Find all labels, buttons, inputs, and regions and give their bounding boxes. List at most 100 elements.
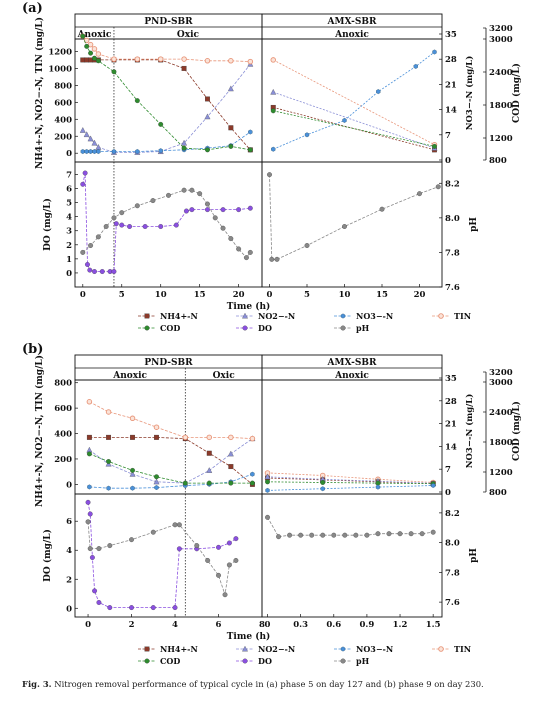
pnd-upper-tin-point	[91, 46, 98, 52]
pnd-upper-cod-point	[181, 145, 187, 151]
pnd-upper-nh4-n-point	[154, 434, 159, 440]
caption-label: Fig. 3.	[22, 679, 52, 689]
cod-axis-tick-label: 1200	[489, 134, 513, 144]
pnd-lower-ph-point	[247, 249, 253, 255]
pnd-upper-cod-line	[89, 453, 253, 484]
pnd-lower-do-point	[85, 499, 91, 505]
pnd-upper-nh4-n-line	[82, 59, 251, 151]
pnd-x-axis-tick-label: 20	[233, 290, 245, 300]
amx-lower-ph-point	[298, 532, 304, 538]
pnd-upper-no2-n-point	[79, 127, 86, 133]
amx-upper-no2-n-point	[270, 88, 277, 95]
pnd-lower-ph-point	[129, 537, 134, 543]
amx-anoxic-label: Anoxic	[334, 30, 369, 40]
pnd-upper-no3-n-point	[130, 485, 135, 491]
pnd-lower-ph-point	[205, 201, 210, 207]
legend-no3-n-marker	[340, 313, 346, 319]
amx-lower-ph-point	[274, 256, 280, 262]
pnd-x-axis-tick-label: 0	[80, 290, 86, 300]
do-axis-tick-label: 2	[66, 575, 72, 585]
pnd-upper-no2-n-point	[227, 85, 234, 92]
y-axis-label-do: DO (mg/L)	[42, 529, 53, 582]
no3-axis-tick-label: 0	[445, 156, 451, 166]
pnd-lower-do-point	[247, 205, 253, 211]
pnd-upper-no3-n-point	[92, 149, 97, 154]
legend-tin-label: TIN	[454, 644, 471, 654]
y-axis-label-do: DO (mg/L)	[42, 198, 53, 251]
legend-ph-marker	[340, 325, 346, 331]
amx-upper-cod-point	[320, 480, 326, 485]
amx-lower-ph-point	[397, 531, 403, 537]
pnd-lower-ph-point	[80, 249, 86, 255]
amx-upper-no2-n-point	[264, 473, 271, 480]
amx-lower-frame	[261, 493, 443, 618]
pnd-upper-tin-point	[157, 56, 164, 62]
pnd-lower-ph-line	[87, 521, 237, 595]
y-axis-label-ph: pH	[469, 548, 479, 563]
pnd-upper-nh4-n-point	[106, 434, 112, 440]
pnd-lower-ph-point	[88, 243, 94, 248]
pnd-upper-nh4-n-point	[130, 434, 135, 440]
pnd-lower-ph-point	[87, 546, 93, 552]
pnd-lower-ph-point	[205, 558, 211, 563]
oxic-label: Oxic	[213, 371, 236, 381]
amx-lower-ph-point	[320, 532, 326, 538]
pnd-upper-cod-point	[84, 43, 90, 49]
amx-upper-tin-line	[273, 59, 435, 146]
legend-do-label: DO	[258, 656, 272, 666]
no3-axis-tick-label: 28	[445, 397, 457, 407]
no3-axis-tick-label: 0	[445, 488, 451, 498]
do-axis-tick-label: 4	[66, 546, 72, 556]
amx-lower-ph-point	[276, 534, 282, 540]
pnd-upper-no3-n-point	[88, 149, 93, 154]
pnd-lower-do-point	[183, 208, 189, 214]
y-axis-label-cod: COD (mg/L)	[511, 401, 522, 461]
amx-lower-ph-point	[419, 531, 425, 537]
pnd-lower-do-point	[113, 221, 119, 227]
cod-axis-tick-label: 1800	[489, 438, 513, 448]
legend-no3-n-marker	[340, 646, 346, 652]
pnd-upper-no2-n-point	[227, 450, 234, 457]
pnd-upper-y-tick-label: 1200	[48, 47, 72, 57]
pnd-upper-cod-point	[182, 480, 188, 486]
amx-lower-ph-point	[379, 206, 385, 212]
amx-lower-ph-point	[342, 532, 348, 538]
pnd-lower-do-point	[233, 536, 239, 542]
legend-nh4-n-marker	[144, 313, 150, 319]
pnd-upper-cod-point	[249, 480, 255, 486]
pnd-title: PND-SBR	[144, 358, 193, 368]
amx-x-axis-tick-label: 5	[304, 290, 310, 300]
amx-upper-no3-n-line	[267, 485, 434, 491]
pnd-lower-ph-point	[194, 543, 200, 549]
cod-axis-tick-label: 800	[489, 156, 507, 166]
y-axis-label-ph: pH	[469, 217, 479, 232]
do-axis-tick-label: 1	[66, 255, 72, 265]
pnd-upper-no2-n-point	[91, 139, 98, 146]
no3-axis-tick-label: 35	[445, 30, 457, 40]
amx-upper-no3-n-point	[375, 484, 381, 490]
pnd-upper-no3-n-point	[96, 149, 101, 154]
pnd-lower-ph-point	[197, 191, 203, 197]
pnd-upper-cod-point	[130, 467, 135, 473]
legend-do-label: DO	[258, 323, 272, 333]
pnd-lower-ph-point	[243, 255, 249, 261]
amx-upper-no3-n-point	[432, 49, 437, 55]
amx-x-axis-tick-label: 0	[265, 620, 271, 630]
do-axis-tick-label: 4	[66, 213, 72, 223]
pnd-lower-ph-point	[119, 210, 125, 216]
amx-x-axis-tick-label: 0	[267, 290, 273, 300]
pnd-x-axis-tick-label: 2	[129, 620, 135, 630]
pnd-upper-tin-point	[134, 56, 141, 62]
y-axis-label-no3: NO3−-N (mg/L)	[464, 394, 475, 469]
legend-no2-n-marker	[242, 312, 248, 319]
amx-upper-no3-n-point	[271, 146, 276, 152]
cod-axis-tick-label: 3000	[489, 378, 513, 388]
legend-no3-n-label: NO3−-N	[356, 644, 393, 654]
pnd-upper-y-tick-label: 1000	[48, 64, 72, 74]
cod-axis-tick-label: 1800	[489, 101, 513, 111]
amx-lower-ph-point	[386, 531, 392, 537]
amx-upper-frame	[261, 379, 443, 495]
panel-label: (b)	[22, 342, 43, 357]
pnd-lower-ph-point	[181, 187, 187, 193]
